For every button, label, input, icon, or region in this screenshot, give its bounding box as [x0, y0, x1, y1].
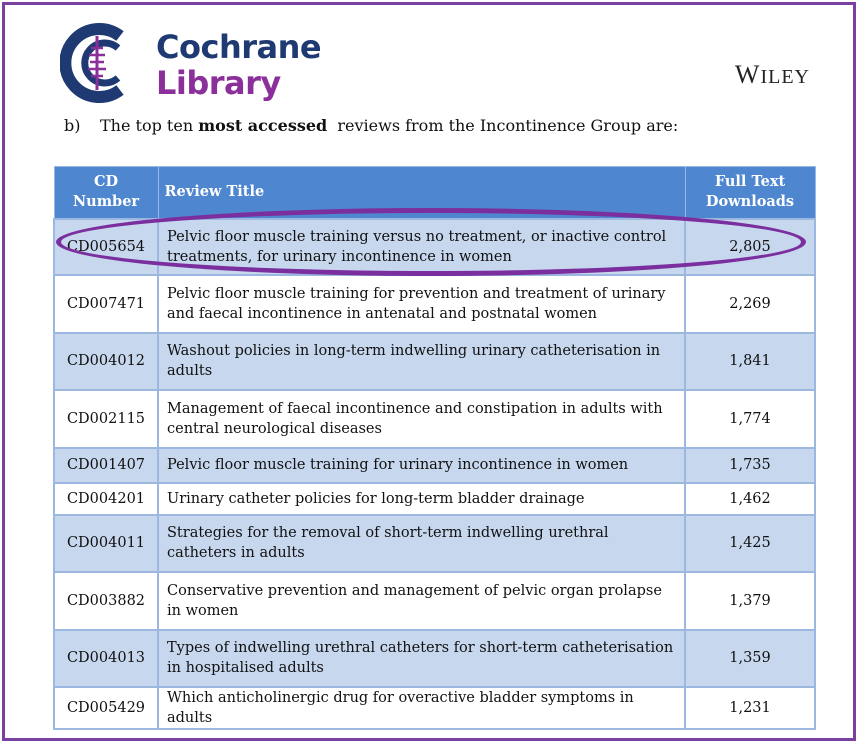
downloads-cell: 1,462 [684, 481, 816, 516]
table-row: CD007471 Pelvic floor muscle training for… [53, 273, 816, 334]
review-title-cell: Conservative prevention and management o… [157, 570, 686, 631]
reviews-table: CD Number Review Title Full Text Downloads… [53, 166, 816, 730]
cochrane-logo-icon [60, 23, 124, 103]
header-downloads: Full Text Downloads [684, 166, 816, 219]
table-row: CD004012 Washout policies in long-term in… [53, 331, 816, 391]
cd-number-cell: CD007471 [53, 273, 159, 334]
table-row: CD002115 Management of faecal incontinenc… [53, 388, 816, 449]
cd-number-cell: CD004012 [53, 331, 159, 391]
cd-number-cell: CD004011 [53, 513, 159, 573]
brand-name-line1: Cochrane [156, 28, 322, 66]
review-title-cell: Strategies for the removal of short-term… [157, 513, 686, 573]
publisher-logo: WILEY [735, 60, 810, 90]
intro-text-bold: most accessed [198, 116, 328, 135]
cd-number-cell: CD004013 [53, 628, 159, 688]
table-row: CD005654 Pelvic floor muscle training ver… [53, 217, 816, 276]
cochrane-logo: Cochrane Library [60, 22, 322, 104]
downloads-cell: 2,269 [684, 273, 816, 334]
publisher-name: WILEY [734, 60, 810, 89]
table-row: CD001407 Pelvic floor muscle training for… [53, 446, 816, 484]
downloads-cell: 1,359 [684, 628, 816, 688]
cd-number-cell: CD005654 [53, 217, 159, 276]
review-title-cell: Urinary catheter policies for long-term … [157, 481, 686, 516]
intro-text-before: The top ten [100, 116, 199, 135]
intro-sentence: b) The top ten most accessed reviews from… [64, 116, 678, 135]
downloads-cell: 1,425 [684, 513, 816, 573]
table-row: CD004011 Strategies for the removal of sh… [53, 513, 816, 573]
header-cd-number: CD Number [53, 166, 159, 219]
cd-number-cell: CD001407 [53, 446, 159, 484]
review-title-cell: Types of indwelling urethral catheters f… [157, 628, 686, 688]
table-row: CD005429 Which anticholinergic drug for o… [53, 685, 816, 730]
cd-number-cell: CD003882 [53, 570, 159, 631]
review-title-cell: Pelvic floor muscle training for prevent… [157, 273, 686, 334]
review-title-cell: Management of faecal incontinence and co… [157, 388, 686, 449]
table-row: CD003882 Conservative prevention and mana… [53, 570, 816, 631]
review-title-cell: Pelvic floor muscle training versus no t… [157, 217, 686, 276]
downloads-cell: 1,735 [684, 446, 816, 484]
list-marker: b) [64, 116, 81, 135]
table-header-row: CD Number Review Title Full Text Downloads [53, 166, 816, 219]
downloads-cell: 1,774 [684, 388, 816, 449]
table-row: CD004013 Types of indwelling urethral cat… [53, 628, 816, 688]
downloads-cell: 1,841 [684, 331, 816, 391]
review-title-cell: Washout policies in long-term indwelling… [157, 331, 686, 391]
cd-number-cell: CD002115 [53, 388, 159, 449]
downloads-cell: 1,231 [684, 685, 816, 730]
review-title-cell: Which anticholinergic drug for overactiv… [157, 685, 686, 730]
brand-name-line2: Library [156, 64, 281, 102]
downloads-cell: 1,379 [684, 570, 816, 631]
table-row: CD004201 Urinary catheter policies for lo… [53, 481, 816, 516]
cd-number-cell: CD005429 [53, 685, 159, 730]
cd-number-cell: CD004201 [53, 481, 159, 516]
header-review-title: Review Title [157, 166, 686, 219]
intro-text-after: reviews from the Incontinence Group are: [327, 116, 679, 135]
downloads-cell: 2,805 [684, 217, 816, 276]
review-title-cell: Pelvic floor muscle training for urinary… [157, 446, 686, 484]
